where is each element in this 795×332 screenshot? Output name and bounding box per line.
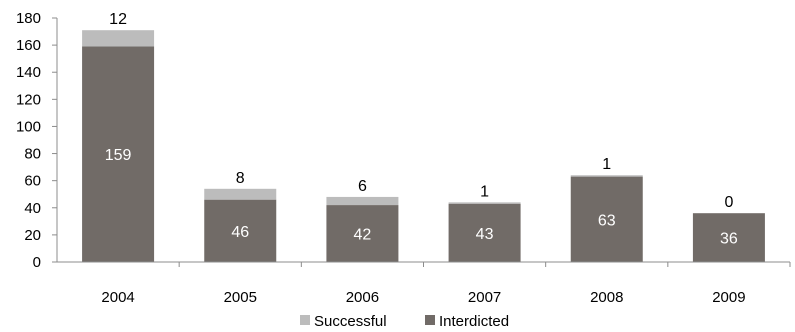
x-tick-label: 2007 [468,289,501,306]
successful-value-label: 6 [358,178,367,195]
interdicted-value-label: 43 [476,226,494,243]
successful-value-label: 1 [602,156,611,173]
interdicted-value-label: 159 [105,147,132,164]
bar-successful-2005 [204,188,277,200]
bar-interdicted-2004 [82,46,155,262]
legend-swatch-interdicted [425,315,435,325]
legend: Successful Interdicted [300,313,509,330]
y-tick-label: 80 [24,146,41,163]
y-tick-label: 100 [16,118,41,135]
bar-interdicted-2006 [326,205,399,262]
bar-interdicted-2009 [692,213,765,262]
y-tick-label: 40 [24,200,41,217]
x-axis: 2004 2005 2006 2007 2008 2009 [57,261,791,306]
legend-label-interdicted: Interdicted [439,313,509,330]
legend-swatch-successful [300,315,310,325]
interdicted-value-label: 63 [598,212,616,229]
y-tick-label: 180 [16,10,41,27]
bar-successful-2007 [448,202,521,204]
successful-value-label: 12 [109,11,127,28]
legend-label-successful: Successful [314,313,387,330]
y-tick-label: 120 [16,91,41,108]
y-tick-label: 20 [24,227,41,244]
x-tick-label: 2006 [346,289,379,306]
successful-value-label: 0 [724,194,733,211]
x-tick-label: 2005 [224,289,257,306]
interdicted-value-label: 46 [231,224,249,241]
successful-value-label: 1 [480,183,489,200]
y-tick-label: 60 [24,173,41,190]
y-tick-label: 140 [16,64,41,81]
y-tick-label: 160 [16,37,41,54]
bar-interdicted-2005 [204,199,277,262]
y-axis: 0 20 40 60 80 100 120 140 160 180 [16,10,58,271]
bar-successful-2008 [570,175,643,177]
y-tick-label: 0 [33,254,41,271]
interdicted-value-label: 36 [720,231,738,248]
bar-successful-2006 [326,196,399,206]
x-tick-label: 2009 [712,289,745,306]
bar-successful-2004 [82,30,155,47]
bar-interdicted-2007 [448,203,521,262]
bar-interdicted-2008 [570,176,643,262]
x-tick-label: 2008 [590,289,623,306]
bars: 159 12 46 8 42 6 43 1 63 1 36 0 [82,11,765,262]
x-tick-label: 2004 [101,289,134,306]
successful-value-label: 8 [236,170,245,187]
interdicted-value-label: 42 [354,227,372,244]
